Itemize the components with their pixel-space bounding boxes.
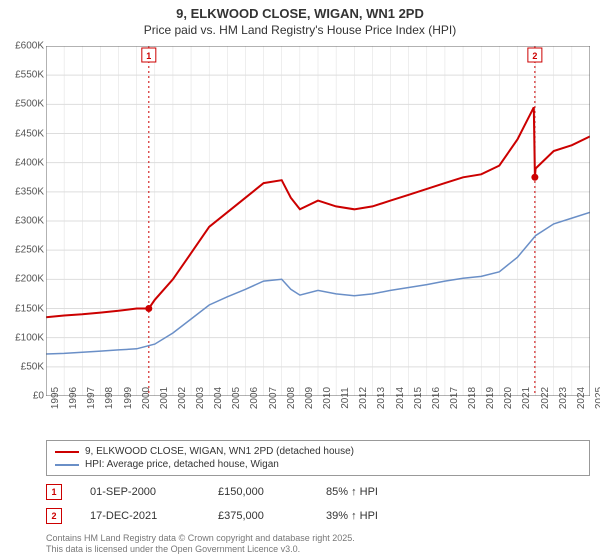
chart-title: 9, ELKWOOD CLOSE, WIGAN, WN1 2PD <box>0 6 600 21</box>
y-tick-label: £450K <box>4 128 44 139</box>
svg-text:1: 1 <box>146 51 151 61</box>
x-tick-label: 2007 <box>268 387 279 409</box>
y-tick-label: £400K <box>4 157 44 168</box>
x-tick-label: 2005 <box>231 387 242 409</box>
legend-label: 9, ELKWOOD CLOSE, WIGAN, WN1 2PD (detach… <box>85 446 354 457</box>
x-tick-label: 2016 <box>431 387 442 409</box>
y-tick-label: £550K <box>4 70 44 81</box>
markers-table: 1 01-SEP-2000 £150,000 85% ↑ HPI 2 17-DE… <box>46 480 590 528</box>
y-tick-label: £600K <box>4 41 44 52</box>
svg-text:2: 2 <box>532 51 537 61</box>
marker-pct: 85% ↑ HPI <box>326 486 416 498</box>
x-tick-label: 2012 <box>358 387 369 409</box>
x-tick-label: 2008 <box>286 387 297 409</box>
line-chart-svg: 12 <box>46 46 590 396</box>
legend-box: 9, ELKWOOD CLOSE, WIGAN, WN1 2PD (detach… <box>46 440 590 476</box>
x-tick-label: 2015 <box>413 387 424 409</box>
x-tick-label: 2022 <box>540 387 551 409</box>
x-tick-label: 2009 <box>304 387 315 409</box>
marker-badge: 1 <box>46 484 62 500</box>
x-tick-label: 1995 <box>50 387 61 409</box>
legend-item: 9, ELKWOOD CLOSE, WIGAN, WN1 2PD (detach… <box>55 445 581 458</box>
legend-swatch <box>55 451 79 453</box>
y-tick-label: £500K <box>4 99 44 110</box>
x-tick-label: 1999 <box>123 387 134 409</box>
y-tick-label: £300K <box>4 216 44 227</box>
y-tick-label: £350K <box>4 186 44 197</box>
x-tick-label: 2014 <box>395 387 406 409</box>
y-tick-label: £250K <box>4 245 44 256</box>
legend-item: HPI: Average price, detached house, Wiga… <box>55 458 581 471</box>
x-tick-label: 1996 <box>68 387 79 409</box>
marker-row: 2 17-DEC-2021 £375,000 39% ↑ HPI <box>46 504 590 528</box>
marker-row: 1 01-SEP-2000 £150,000 85% ↑ HPI <box>46 480 590 504</box>
x-tick-label: 2025 <box>594 387 600 409</box>
y-tick-label: £0 <box>4 391 44 402</box>
y-tick-label: £50K <box>4 361 44 372</box>
chart-area: 12 <box>46 46 590 396</box>
x-tick-label: 1998 <box>104 387 115 409</box>
marker-price: £150,000 <box>218 486 298 498</box>
marker-badge: 2 <box>46 508 62 524</box>
chart-subtitle: Price paid vs. HM Land Registry's House … <box>0 23 600 37</box>
x-tick-label: 2003 <box>195 387 206 409</box>
footer: Contains HM Land Registry data © Crown c… <box>46 533 355 556</box>
x-tick-label: 2013 <box>376 387 387 409</box>
x-tick-label: 2010 <box>322 387 333 409</box>
x-tick-label: 2018 <box>467 387 478 409</box>
footer-line: This data is licensed under the Open Gov… <box>46 544 355 556</box>
x-tick-label: 2002 <box>177 387 188 409</box>
legend-label: HPI: Average price, detached house, Wiga… <box>85 459 279 470</box>
x-tick-label: 2006 <box>249 387 260 409</box>
x-tick-label: 2001 <box>159 387 170 409</box>
x-tick-label: 2000 <box>141 387 152 409</box>
x-tick-label: 2011 <box>340 387 351 409</box>
legend-swatch <box>55 464 79 466</box>
marker-date: 01-SEP-2000 <box>90 486 190 498</box>
x-tick-label: 2023 <box>558 387 569 409</box>
y-tick-label: £150K <box>4 303 44 314</box>
marker-pct: 39% ↑ HPI <box>326 510 416 522</box>
title-block: 9, ELKWOOD CLOSE, WIGAN, WN1 2PD Price p… <box>0 0 600 37</box>
footer-line: Contains HM Land Registry data © Crown c… <box>46 533 355 545</box>
x-tick-label: 2019 <box>485 387 496 409</box>
y-tick-label: £100K <box>4 332 44 343</box>
x-tick-label: 2017 <box>449 387 460 409</box>
x-tick-label: 2020 <box>503 387 514 409</box>
x-tick-label: 2021 <box>521 387 532 409</box>
x-tick-label: 1997 <box>86 387 97 409</box>
y-tick-label: £200K <box>4 274 44 285</box>
marker-date: 17-DEC-2021 <box>90 510 190 522</box>
x-tick-label: 2004 <box>213 387 224 409</box>
marker-price: £375,000 <box>218 510 298 522</box>
x-tick-label: 2024 <box>576 387 587 409</box>
